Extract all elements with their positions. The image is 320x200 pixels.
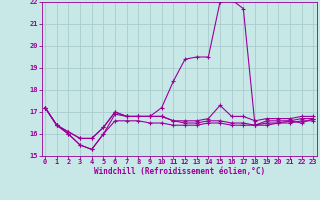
X-axis label: Windchill (Refroidissement éolien,°C): Windchill (Refroidissement éolien,°C) (94, 167, 265, 176)
